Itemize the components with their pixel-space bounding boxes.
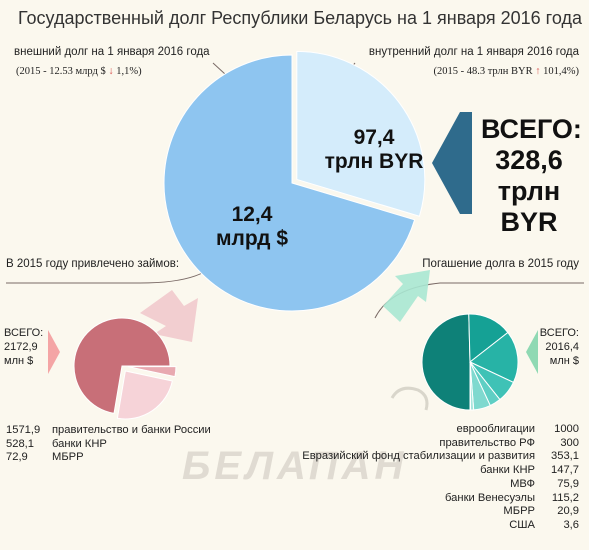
loan-value: 1571,9 (6, 424, 41, 436)
list-item: Евразийский фонд стабилизации и развития… (302, 450, 579, 464)
repay-slice-8 (469, 361, 472, 411)
external-unit: млрд $ (215, 227, 289, 250)
list-item: США 3,6 (302, 519, 579, 533)
repay-value: 3,6 (563, 518, 579, 531)
loan-label: МБРР (52, 451, 84, 463)
external-slice-label: 12,4 млрд $ (196, 203, 308, 251)
list-item: МВФ 75,9 (302, 478, 579, 492)
list-item: 1571,9 правительство и банки России (6, 424, 211, 438)
loans-pie (73, 317, 177, 420)
loans-list: 1571,9 правительство и банки России 528,1… (6, 424, 211, 465)
total-value: 328,6 (495, 145, 563, 175)
internal-unit: трлн BYR (324, 150, 424, 173)
repay-label: банки КНР (480, 464, 535, 477)
repay-label: банки Венесуэлы (445, 491, 535, 504)
repay-value: 300 (560, 436, 579, 449)
loans-total-chevron (48, 330, 60, 374)
repay-total-unit: млн $ (549, 355, 579, 367)
repay-label: США (509, 518, 535, 531)
loan-value: 528,1 (6, 437, 34, 450)
internal-change-value: 101,4%) (543, 66, 579, 77)
list-item: 72,9 МБРР (6, 451, 211, 465)
total-unit-2: BYR (500, 207, 558, 237)
list-item: 528,1 банки КНР (6, 438, 211, 452)
internal-debt-note: (2015 - 48.3 трлн BYR ↑ 101,4%) (433, 66, 579, 77)
loans-slice-3 (127, 366, 177, 378)
total-label: ВСЕГО: (481, 114, 582, 144)
repay-label: Евразийский фонд стабилизации и развития (302, 450, 535, 463)
internal-slice-label: 97,4 трлн BYR (318, 126, 430, 174)
repay-slice-1 (421, 313, 471, 411)
repay-value: 147,7 (551, 464, 579, 477)
repayment-header: Погашение долга в 2015 году (422, 258, 579, 270)
loans-header: В 2015 году привлечено займов: (6, 258, 180, 270)
external-debt-slice (163, 54, 416, 312)
total-debt: ВСЕГО: 328,6 трлн BYR (481, 114, 582, 238)
loans-slice-2 (116, 370, 173, 420)
list-item: еврооблигации 1000 (302, 423, 579, 437)
down-arrow-icon: ↓ (108, 66, 114, 77)
repay-total-chevron (526, 330, 538, 374)
loans-total: ВСЕГО: 2172,9 млн $ (4, 326, 43, 368)
total-unit-1: трлн (497, 176, 561, 206)
repay-label: еврооблигации (456, 423, 535, 435)
up-arrow-icon: ↑ (535, 66, 541, 77)
repay-label: правительство РФ (439, 436, 535, 449)
main-debt-pie (163, 50, 426, 312)
loans-slice-1 (73, 317, 171, 414)
external-debt-note: (2015 - 12.53 млрд $ ↓ 1,1%) (16, 66, 142, 77)
repayment-list: еврооблигации 1000 правительство РФ 300 Ев… (302, 423, 579, 533)
external-value: 12,4 (231, 203, 273, 226)
repay-label: МБРР (503, 505, 535, 518)
repay-value: 115,2 (551, 491, 579, 504)
list-item: правительство РФ 300 (302, 437, 579, 451)
loans-total-label: ВСЕГО: (4, 327, 44, 339)
external-prev-text: (2015 - 12.53 млрд $ (16, 66, 106, 77)
internal-value: 97,4 (353, 126, 395, 149)
repay-value: 20,9 (557, 505, 579, 518)
list-item: банки Венесуэлы 115,2 (302, 492, 579, 506)
repay-total-label: ВСЕГО: (539, 327, 579, 339)
repay-value: 75,9 (557, 477, 579, 490)
repay-arrow (383, 270, 430, 322)
external-change-value: 1,1%) (116, 66, 142, 77)
repay-value: 353,1 (551, 450, 579, 463)
repayment-total: ВСЕГО: 2016,4 млн $ (540, 326, 579, 368)
watermark-logo (390, 386, 429, 411)
internal-debt-slice (296, 50, 426, 217)
list-item: банки КНР 147,7 (302, 464, 579, 478)
repayment-pie (421, 313, 519, 411)
loans-arrow (140, 290, 198, 342)
watermark: БЕЛАПАН (182, 444, 408, 488)
loans-total-value: 2172,9 (4, 341, 38, 353)
list-item: МБРР 20,9 (302, 505, 579, 519)
loan-label: банки КНР (52, 437, 107, 450)
repay-slice-3 (469, 331, 519, 384)
loan-value: 72,9 (6, 451, 28, 463)
repay-total-value: 2016,4 (545, 341, 579, 353)
repay-value: 1000 (554, 423, 579, 435)
loans-total-unit: млн $ (4, 355, 34, 367)
page-title: Государственный долг Республики Беларусь… (18, 8, 582, 28)
internal-prev-text: (2015 - 48.3 трлн BYR (433, 66, 533, 77)
loan-label: правительство и банки России (52, 424, 211, 436)
total-pointer-arrow (432, 112, 472, 214)
internal-debt-header: внутренний долг на 1 января 2016 года (368, 46, 579, 58)
external-debt-header: внешний долг на 1 января 2016 года (14, 46, 210, 58)
repay-label: МВФ (510, 477, 535, 490)
